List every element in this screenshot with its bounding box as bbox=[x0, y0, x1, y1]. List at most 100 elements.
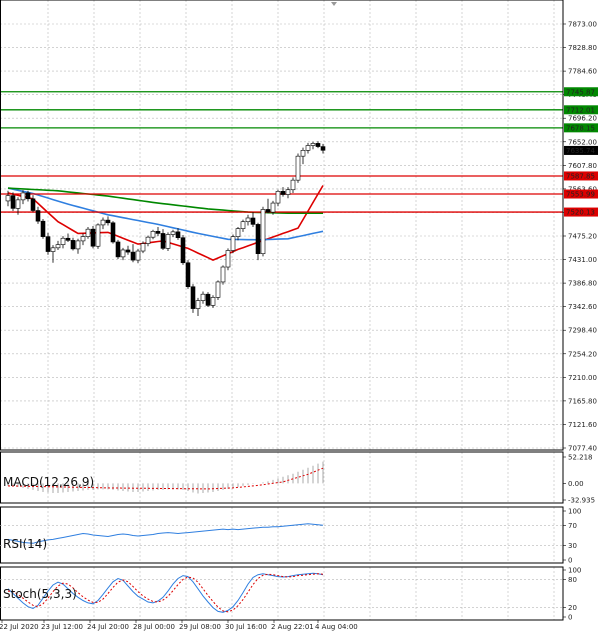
candle-body bbox=[30, 198, 36, 211]
price-tick-label: 7607.80 bbox=[568, 162, 597, 170]
rsi-tick-label: 0 bbox=[568, 557, 572, 565]
level-label-box bbox=[564, 87, 598, 97]
price-tick-label: 7386.80 bbox=[568, 280, 597, 288]
level-label-box bbox=[564, 171, 598, 181]
candle-body bbox=[310, 143, 316, 146]
rsi-tick-label: 30 bbox=[568, 542, 577, 550]
price-tick-label: 7873.00 bbox=[568, 21, 597, 29]
time-tick-label: 29 Jul 08:00 bbox=[179, 623, 221, 631]
rsi-tick-label: 70 bbox=[568, 522, 577, 530]
candle-body bbox=[55, 244, 61, 249]
candle-body bbox=[225, 250, 231, 268]
price-tick-label: 7563.60 bbox=[568, 185, 597, 193]
candle-body bbox=[210, 297, 216, 306]
time-tick-label: 22 Jul 2020 bbox=[0, 623, 39, 631]
rsi-pane-border bbox=[0, 506, 564, 564]
candle-body bbox=[65, 237, 71, 241]
candle-body bbox=[250, 217, 256, 225]
level-label: 7678.15 bbox=[566, 124, 595, 132]
candle-body bbox=[280, 191, 286, 195]
candle-body bbox=[230, 236, 236, 251]
candle-body bbox=[290, 179, 296, 191]
candle-body bbox=[95, 224, 101, 247]
candle-body bbox=[220, 266, 226, 283]
current-price-label: 7635.74 bbox=[566, 147, 595, 155]
candle-body bbox=[215, 281, 221, 298]
level-label-box bbox=[564, 123, 598, 133]
time-tick-label: 30 Jul 16:00 bbox=[225, 623, 267, 631]
time-tick-label: 28 Jul 00:00 bbox=[133, 623, 175, 631]
rsi-line bbox=[7, 523, 324, 544]
price-tick-label: 7298.40 bbox=[568, 327, 597, 335]
stoch-tick-label: 20 bbox=[568, 604, 577, 612]
price-tick-label: 7210.00 bbox=[568, 374, 597, 382]
candle-body bbox=[15, 199, 21, 209]
stoch-pane-border bbox=[0, 566, 564, 621]
rsi-pane-label: RSI(14) bbox=[3, 537, 47, 551]
macd-pane-border bbox=[0, 451, 564, 504]
candle-body bbox=[320, 146, 326, 151]
candle-body bbox=[140, 243, 146, 252]
candle-body bbox=[295, 155, 301, 181]
candle-body bbox=[315, 143, 321, 147]
time-tick-label: 2 Aug 22:01 bbox=[271, 623, 314, 631]
price-tick-label: 7828.80 bbox=[568, 44, 597, 52]
candle-body bbox=[70, 240, 76, 250]
candle-body bbox=[40, 220, 46, 237]
candle-body bbox=[130, 251, 136, 261]
price-tick-label: 7121.60 bbox=[568, 421, 597, 429]
candle-body bbox=[10, 195, 16, 209]
candle-body bbox=[155, 231, 161, 234]
moving-average-line-0 bbox=[7, 185, 324, 261]
candle-body bbox=[205, 293, 211, 306]
macd-tick-label: -32.935 bbox=[568, 497, 595, 505]
candle-body bbox=[195, 300, 201, 309]
chart-shift-marker bbox=[331, 2, 337, 6]
price-tick-label: 7431.00 bbox=[568, 256, 597, 264]
candle-body bbox=[85, 228, 91, 237]
candle-body bbox=[200, 293, 206, 301]
candle-body bbox=[260, 209, 266, 254]
level-label-box bbox=[564, 105, 598, 115]
time-tick-label: 4 Aug 04:00 bbox=[315, 623, 358, 631]
level-label: 7553.99 bbox=[566, 191, 595, 199]
level-label-box bbox=[564, 207, 598, 217]
price-tick-label: 7342.60 bbox=[568, 303, 597, 311]
candle-body bbox=[235, 228, 241, 237]
candle-body bbox=[165, 234, 171, 249]
candle-body bbox=[275, 191, 281, 204]
candle-body bbox=[115, 241, 121, 258]
candle-body bbox=[25, 192, 31, 200]
time-tick-label: 24 Jul 20:00 bbox=[87, 623, 129, 631]
candle-body bbox=[305, 145, 311, 151]
level-label-box bbox=[564, 189, 598, 199]
candle-body bbox=[110, 222, 116, 243]
candle-body bbox=[160, 233, 166, 249]
price-tick-label: 7475.20 bbox=[568, 233, 597, 241]
candle-body bbox=[270, 202, 276, 213]
candle-body bbox=[105, 219, 111, 224]
candle-body bbox=[100, 219, 106, 226]
moving-average-line-1 bbox=[7, 187, 324, 241]
level-label: 7587.85 bbox=[566, 173, 595, 181]
macd-pane-label: MACD(12,26,9) bbox=[3, 475, 94, 489]
stoch-tick-label: 100 bbox=[568, 567, 581, 575]
candle-body bbox=[190, 286, 196, 309]
candle-body bbox=[180, 237, 186, 264]
price-tick-label: 7077.40 bbox=[568, 445, 597, 453]
current-price-box bbox=[564, 145, 598, 155]
candle-body bbox=[80, 236, 86, 242]
candle-body bbox=[125, 249, 131, 253]
moving-average-line-2 bbox=[7, 187, 323, 214]
stoch-pane-label: Stoch(5,3,3) bbox=[3, 587, 77, 601]
candle-body bbox=[20, 192, 26, 201]
macd-tick-label: 0.00 bbox=[568, 480, 584, 488]
candle-body bbox=[50, 247, 56, 252]
candle-body bbox=[135, 250, 141, 261]
price-tick-label: 7165.80 bbox=[568, 397, 597, 405]
candle-body bbox=[300, 150, 306, 157]
candle-body bbox=[45, 236, 51, 252]
stoch-tick-label: 80 bbox=[568, 576, 577, 584]
candle-body bbox=[145, 236, 151, 244]
